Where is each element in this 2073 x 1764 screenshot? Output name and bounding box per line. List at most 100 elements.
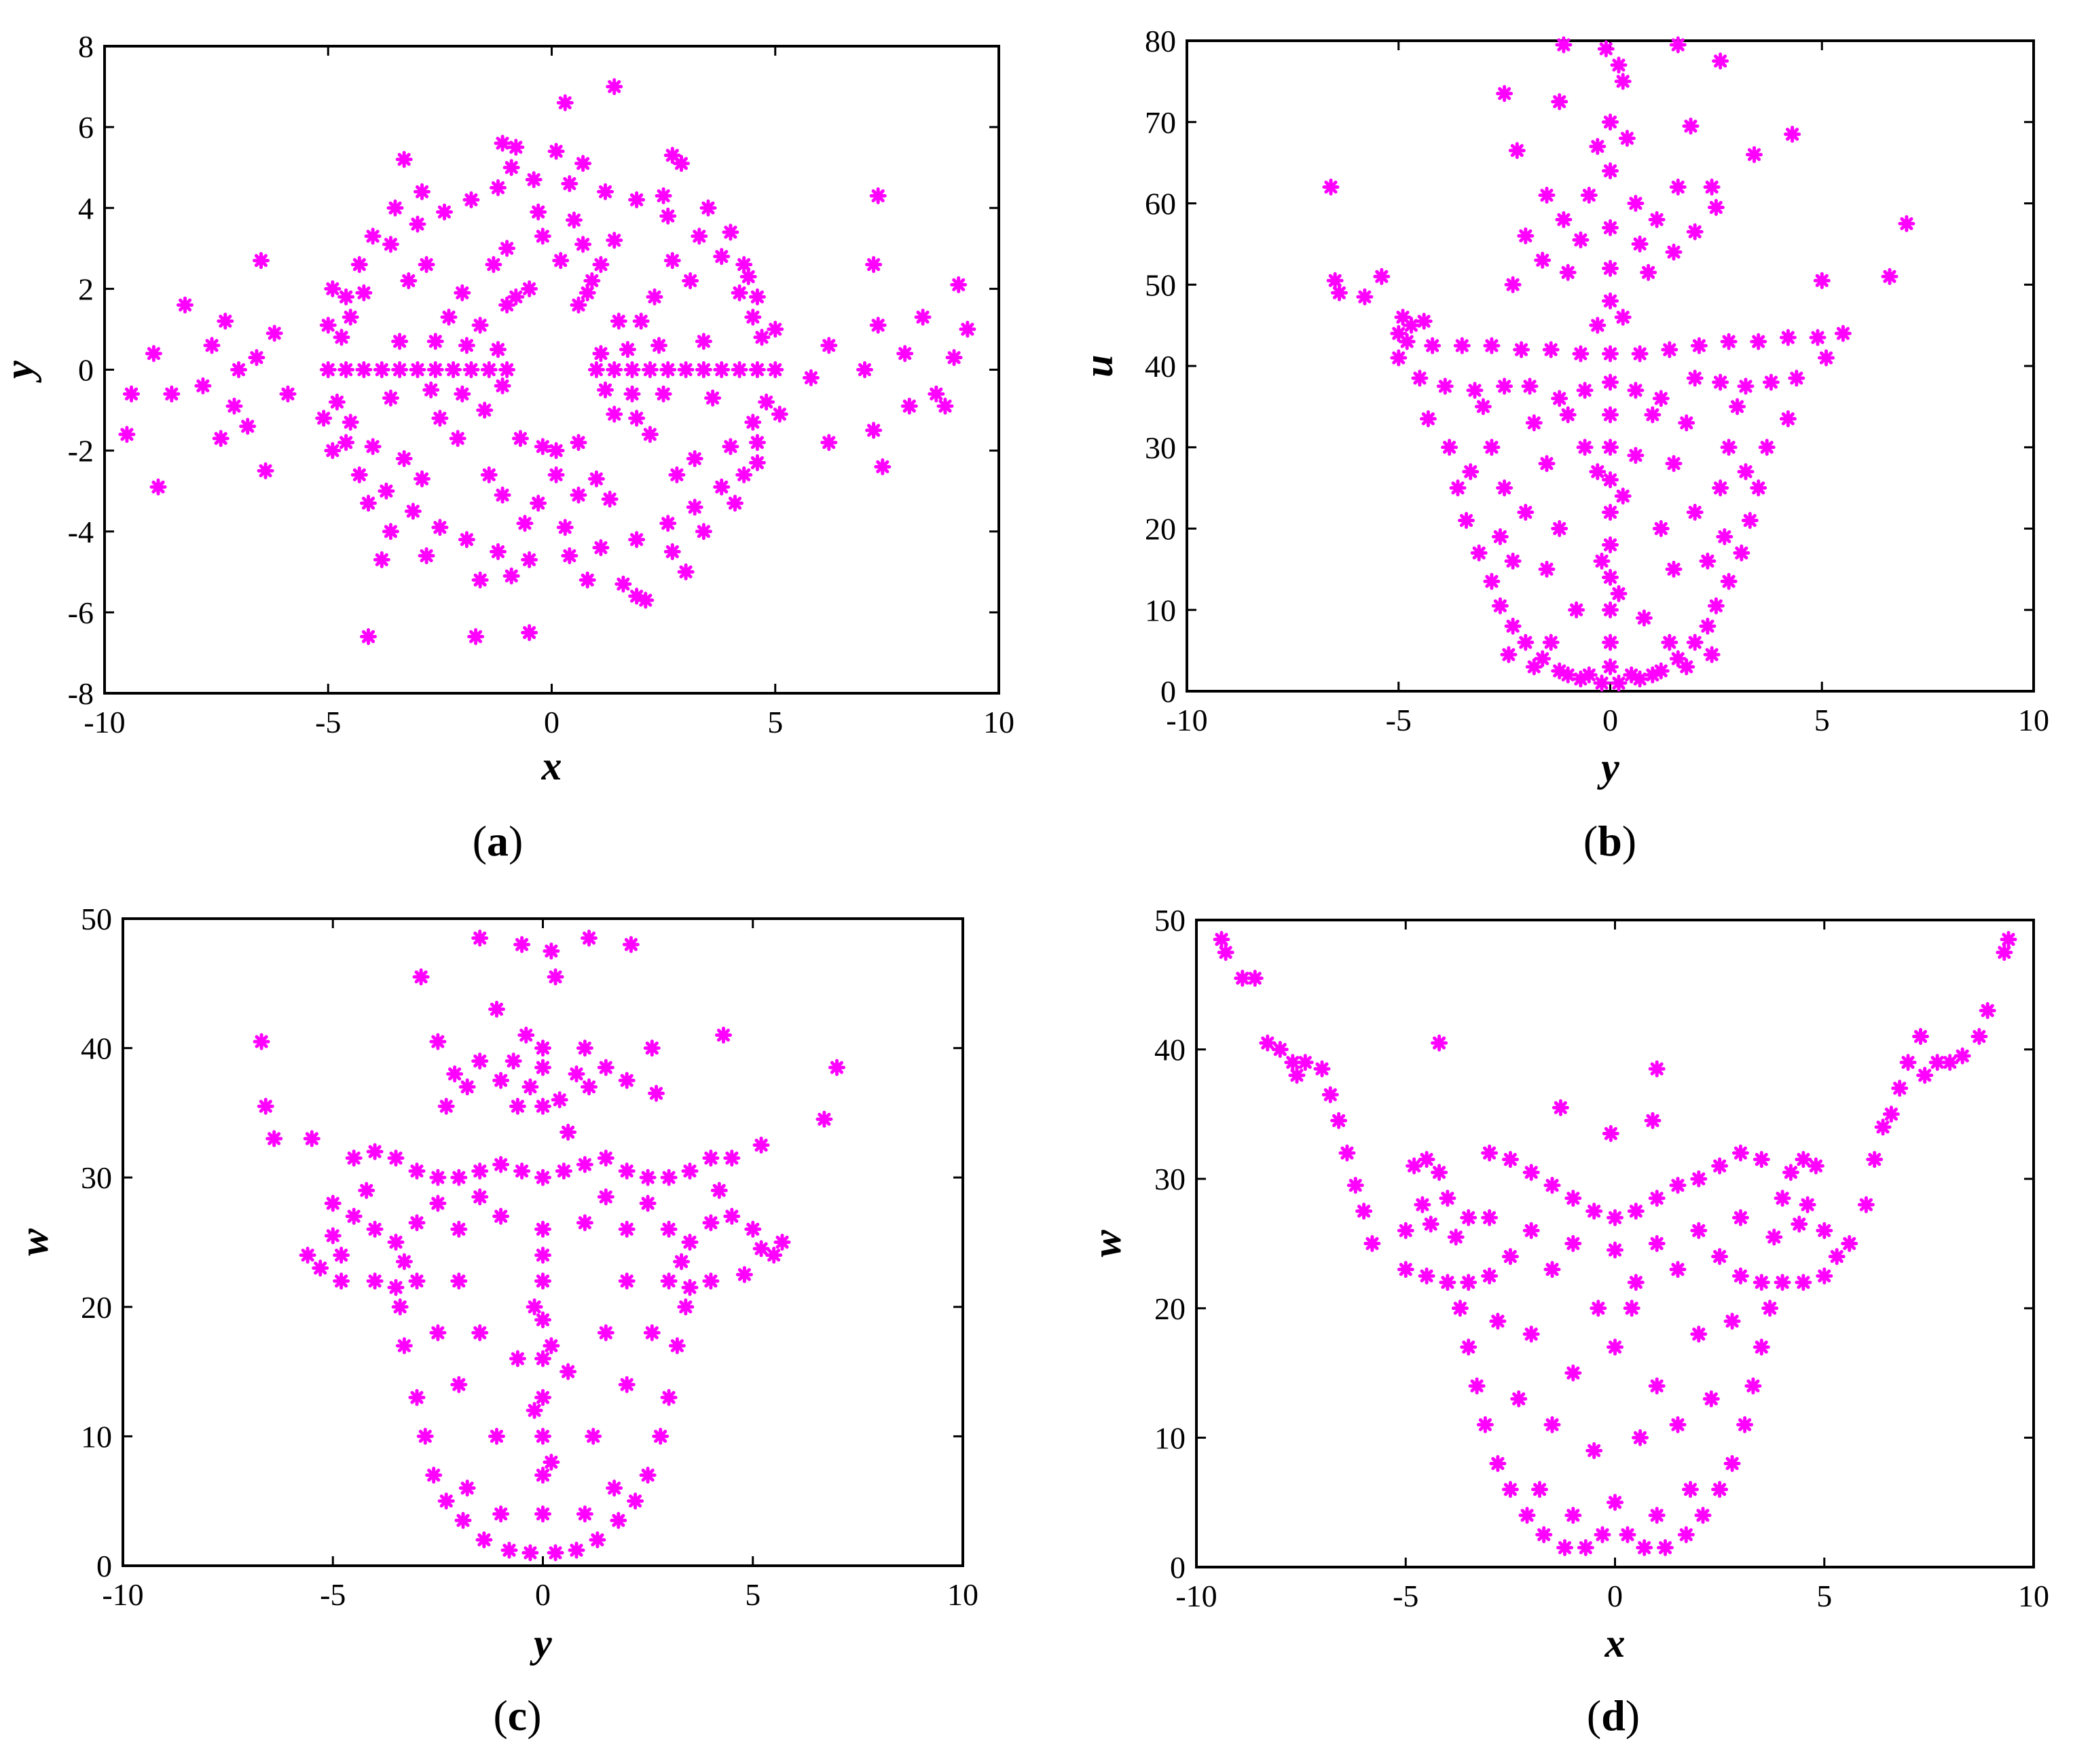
data-point [606,361,623,378]
data-point [1439,1274,1456,1291]
data-point [682,272,699,289]
data-point [458,1480,476,1497]
data-point [1543,1416,1561,1433]
data-point [1694,1507,1712,1524]
y-tick-label: 2 [78,272,94,306]
data-point [874,458,892,475]
data-point [1501,1248,1519,1266]
data-point [1623,1300,1640,1317]
data-point [735,1266,753,1283]
data-point [614,575,632,593]
data-point [409,361,426,378]
data-point [1568,601,1585,619]
data-point [1593,552,1611,570]
data-point [1686,633,1704,651]
data-point [530,203,547,221]
data-point [1720,333,1738,350]
data-point [1398,333,1416,350]
data-point [526,1298,543,1316]
data-point [628,531,646,549]
panel-b: -10 -5 0 5 10 0 10 20 30 40 50 60 70 80 y u (b) [1076,24,2049,865]
data-point [1744,1377,1762,1395]
data-point [1483,439,1501,456]
data-point [1657,1539,1674,1556]
data-point [1517,504,1535,521]
caption-letter: b [1598,817,1622,865]
x-axis-label: y [530,1621,552,1666]
data-point [574,236,592,253]
data-point [404,502,422,520]
data-point [1538,455,1556,473]
data-point [1602,536,1619,553]
data-point [1431,1034,1448,1052]
data-point [1731,1144,1749,1162]
data-point [416,1427,434,1445]
data-point [1259,1034,1277,1052]
data-point [1602,601,1619,619]
data-point [1979,1002,1996,1019]
data-point [1602,439,1619,456]
data-point [1326,272,1344,289]
data-point [1712,479,1729,497]
data-point [1648,1060,1666,1078]
panel-a: -10 -5 0 5 10 -8 -6 -4 -2 0 2 4 6 8 x y (a) [0,29,1014,865]
data-point [1422,1215,1439,1233]
data-point [820,337,838,354]
data-point [509,1350,526,1367]
x-axis-label: x [1604,1621,1626,1666]
data-point [677,563,695,581]
data-point [628,409,646,427]
data-point [387,1150,405,1167]
data-point [579,571,596,589]
data-point [530,494,547,512]
data-point [581,930,598,947]
data-point [1496,85,1514,103]
data-point [454,284,471,301]
data-point [1602,162,1619,180]
data-point [400,272,418,289]
data-point [1406,1157,1423,1175]
data-point [123,385,140,403]
data-point [350,466,368,483]
data-point [450,1220,468,1238]
data-point [1828,1248,1846,1266]
data-point [686,498,703,516]
data-point [767,361,784,378]
data-point [408,1272,426,1290]
data-point [395,450,413,467]
x-tick-label: -5 [315,705,341,739]
data-point [581,1078,598,1096]
data-point [454,385,471,403]
data-point [802,369,820,386]
data-point [1534,251,1552,269]
data-point [597,1188,614,1206]
data-point [673,1253,691,1270]
data-point [492,1207,510,1225]
data-point [445,361,462,378]
data-point [1741,512,1759,529]
data-point [752,1137,770,1154]
data-point [1559,666,1577,684]
y-axis-label: y [0,361,41,383]
data-point [1534,650,1552,667]
data-point [1585,1442,1603,1459]
data-point [1522,1164,1540,1181]
data-point [471,316,489,334]
data-point [516,515,534,532]
data-point [488,1427,505,1445]
data-point [1517,227,1535,244]
data-point [312,1260,329,1277]
data-point [1716,528,1733,545]
data-point [408,1214,426,1232]
data-point [485,256,502,274]
data-point [450,1169,468,1186]
data-point [1686,223,1704,240]
data-point [1765,1228,1783,1246]
data-point [735,256,753,274]
data-point [610,312,627,330]
data-point [1818,349,1835,367]
data-point [1682,117,1700,135]
data-point [1481,1209,1499,1226]
data-point [627,1492,644,1510]
data-point [771,405,788,423]
